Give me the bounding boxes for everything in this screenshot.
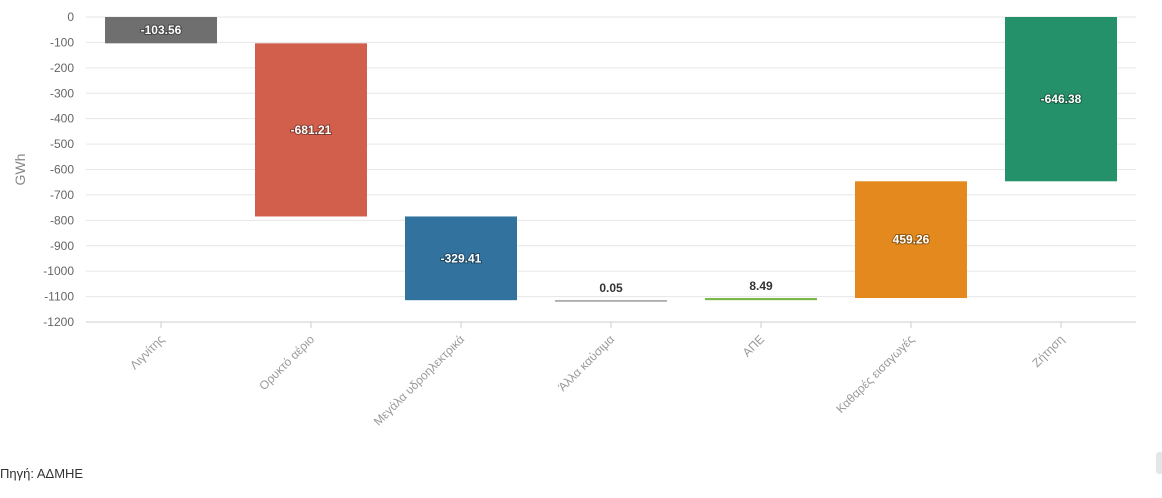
x-tick-label: Καθαρές εισαγωγές <box>833 332 917 416</box>
bar-4 <box>555 300 667 302</box>
x-tick-label: Λιγνίτης <box>127 332 167 372</box>
data-label: -103.56 <box>141 23 182 37</box>
y-tick-label: -700 <box>50 188 74 202</box>
data-label: 459.26 <box>893 233 930 247</box>
data-label: 8.49 <box>749 279 773 293</box>
y-axis-title: GWh <box>12 154 28 186</box>
y-tick-label: 0 <box>67 10 74 24</box>
y-tick-label: -200 <box>50 61 74 75</box>
y-tick-label: -900 <box>50 239 74 253</box>
y-tick-label: -1000 <box>43 264 74 278</box>
bar-1 <box>105 17 217 44</box>
source-note: Πηγή: ΑΔΜΗΕ <box>0 466 84 481</box>
data-label: -681.21 <box>291 123 332 137</box>
data-label: -646.38 <box>1041 92 1082 106</box>
x-tick-label: Ορυκτό αέριο <box>256 332 317 393</box>
y-tick-label: -400 <box>50 112 74 126</box>
y-tick-label: -600 <box>50 163 74 177</box>
bar-6 <box>855 181 967 299</box>
bar-7 <box>1005 17 1117 182</box>
x-tick-label: ΑΠΕ <box>740 332 767 359</box>
bar-5 <box>705 298 817 301</box>
y-tick-label: -300 <box>50 86 74 100</box>
scrollbar-handle[interactable] <box>1156 452 1162 474</box>
y-tick-label: -1200 <box>43 315 74 329</box>
x-tick-label: Ζήτηση <box>1029 332 1067 370</box>
bar-2 <box>255 43 367 217</box>
y-tick-label: -800 <box>50 213 74 227</box>
data-label: -329.41 <box>441 251 482 265</box>
y-tick-label: -500 <box>50 137 74 151</box>
x-tick-label: Άλλα καύσιμα <box>555 332 617 394</box>
y-tick-label: -100 <box>50 35 74 49</box>
x-tick-label: Μεγάλα υδροηλεκτρικά <box>371 332 467 428</box>
waterfall-chart: 0 -100 -200 -300 -400 -500 -600 -700 -800 -900 -10… <box>12 10 1136 429</box>
bar-3 <box>405 216 517 301</box>
data-label: 0.05 <box>599 281 623 295</box>
y-tick-label: -1100 <box>44 290 74 304</box>
